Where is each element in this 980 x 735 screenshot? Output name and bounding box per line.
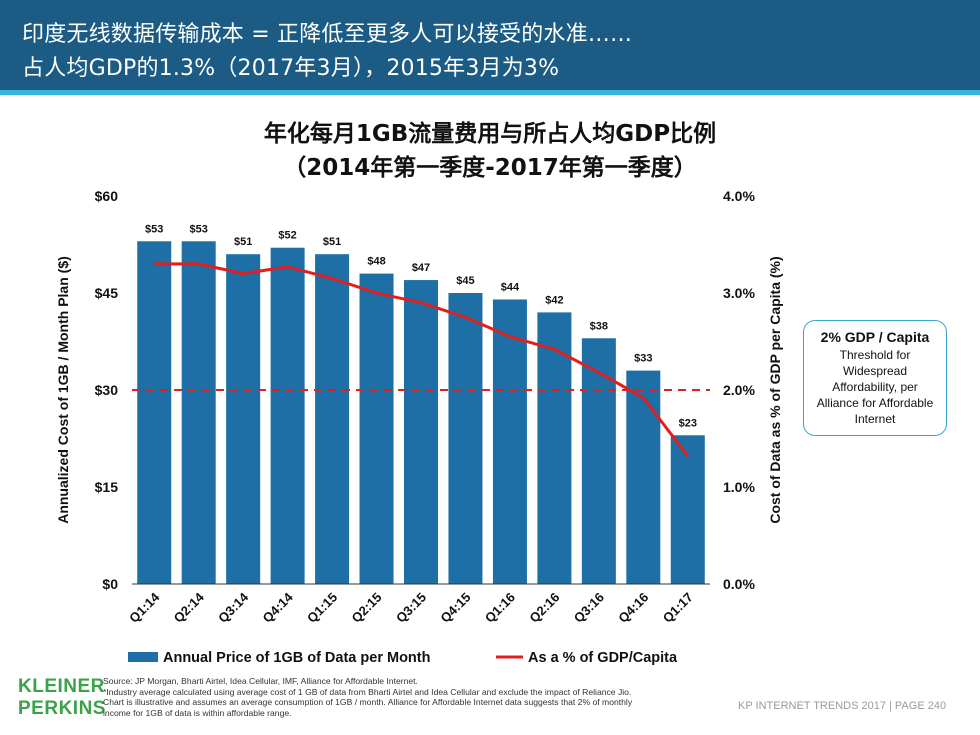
x-axis-tick-label: Q2:16 bbox=[526, 590, 562, 626]
bar-value-label: $53 bbox=[190, 223, 208, 235]
y-axis-tick-label: $30 bbox=[95, 382, 119, 398]
bar bbox=[626, 370, 661, 584]
x-axis-tick-label: Q3:15 bbox=[393, 590, 429, 626]
x-axis-tick-label: Q1:17 bbox=[660, 590, 696, 626]
bar-value-label: $42 bbox=[545, 294, 563, 306]
y2-axis-title: Cost of Data as % of GDP per Capita (%) bbox=[767, 256, 783, 523]
slide-header bbox=[0, 0, 980, 90]
bar bbox=[226, 254, 261, 584]
legend-line-label: As a % of GDP/Capita bbox=[528, 650, 678, 666]
y-axis-title: Annualized Cost of 1GB / Month Plan ($) bbox=[55, 256, 71, 524]
threshold-callout: 2% GDP / Capita Threshold for Widespread… bbox=[803, 320, 947, 436]
y2-axis-tick-label: 4.0% bbox=[723, 188, 755, 204]
bar bbox=[359, 273, 394, 584]
chart-title: 年化每月1GB流量费用与所占人均GDP比例 bbox=[263, 121, 717, 147]
source-line-4: income for 1GB of data is within afforda… bbox=[103, 707, 292, 718]
source-line-1: Source: JP Morgan, Bharti Airtel, Idea C… bbox=[103, 676, 418, 686]
x-axis-tick-label: Q4:16 bbox=[615, 590, 651, 626]
callout-body: Threshold for Widespread Affordability, … bbox=[816, 348, 934, 426]
bar-value-label: $53 bbox=[145, 223, 163, 235]
x-axis-tick-label: Q2:14 bbox=[171, 589, 208, 626]
x-axis-tick-label: Q4:14 bbox=[260, 589, 297, 626]
y-axis-tick-label: $45 bbox=[95, 285, 119, 301]
bar-value-label: $45 bbox=[456, 275, 474, 287]
legend-bar-swatch bbox=[128, 652, 158, 662]
bar bbox=[448, 293, 483, 584]
page-label: KP INTERNET TRENDS 2017 | PAGE 240 bbox=[738, 700, 947, 712]
bar-value-label: $23 bbox=[679, 417, 697, 429]
bar bbox=[537, 312, 572, 584]
logo-line-2: PERKINS bbox=[18, 698, 106, 719]
x-axis-tick-label: Q1:15 bbox=[304, 590, 340, 626]
logo-line-1: KLEINER bbox=[18, 676, 105, 697]
bar-value-label: $44 bbox=[501, 281, 520, 293]
kleiner-perkins-logo: KLEINER PERKINS bbox=[18, 676, 106, 720]
legend-bar-label: Annual Price of 1GB of Data per Month bbox=[163, 650, 430, 666]
bar-value-label: $48 bbox=[367, 256, 385, 268]
callout-title: 2% GDP / Capita bbox=[820, 329, 930, 345]
bar bbox=[315, 254, 350, 584]
header-accent-stripe bbox=[0, 90, 980, 95]
chart-subtitle: （2014年第一季度-2017年第一季度） bbox=[283, 155, 697, 181]
bar bbox=[270, 247, 305, 584]
bar-value-label: $38 bbox=[590, 320, 608, 332]
y-axis-tick-label: $0 bbox=[102, 576, 118, 592]
source-line-2: *Industry average calculated using avera… bbox=[103, 686, 632, 697]
y2-axis-tick-label: 1.0% bbox=[723, 479, 755, 495]
bar-value-label: $51 bbox=[234, 236, 252, 248]
bar bbox=[492, 299, 527, 584]
x-axis-tick-label: Q3:16 bbox=[571, 590, 607, 626]
x-axis-tick-label: Q1:14 bbox=[126, 589, 163, 626]
bar-value-label: $47 bbox=[412, 262, 430, 274]
x-axis-tick-label: Q1:16 bbox=[482, 590, 518, 626]
x-axis-tick-label: Q2:15 bbox=[348, 590, 384, 626]
bar bbox=[670, 435, 705, 584]
y-axis-tick-label: $15 bbox=[95, 479, 119, 495]
gdp-percent-line bbox=[154, 262, 689, 457]
bar-value-label: $52 bbox=[278, 230, 296, 242]
header-line-2: 占人均GDP的1.3%（2017年3月），2015年3月为3% bbox=[22, 56, 560, 81]
y2-axis-tick-label: 3.0% bbox=[723, 285, 755, 301]
bar bbox=[581, 338, 616, 584]
bar-value-label: $33 bbox=[634, 353, 652, 365]
source-line-3: Chart is illustrative and assumes an ave… bbox=[103, 697, 633, 708]
x-axis-tick-label: Q3:14 bbox=[215, 589, 252, 626]
bar-value-label: $51 bbox=[323, 236, 341, 248]
source-note: Source: JP Morgan, Bharti Airtel, Idea C… bbox=[103, 676, 703, 718]
y2-axis-tick-label: 2.0% bbox=[723, 382, 755, 398]
bar bbox=[181, 241, 216, 584]
bar bbox=[137, 241, 172, 584]
header-line-1: 印度无线数据传输成本 = 正降低至更多人可以接受的水准…… bbox=[22, 22, 633, 47]
y2-axis-tick-label: 0.0% bbox=[723, 576, 755, 592]
bar bbox=[404, 280, 438, 584]
x-axis-tick-label: Q4:15 bbox=[437, 590, 473, 626]
y-axis-tick-label: $60 bbox=[95, 188, 119, 204]
